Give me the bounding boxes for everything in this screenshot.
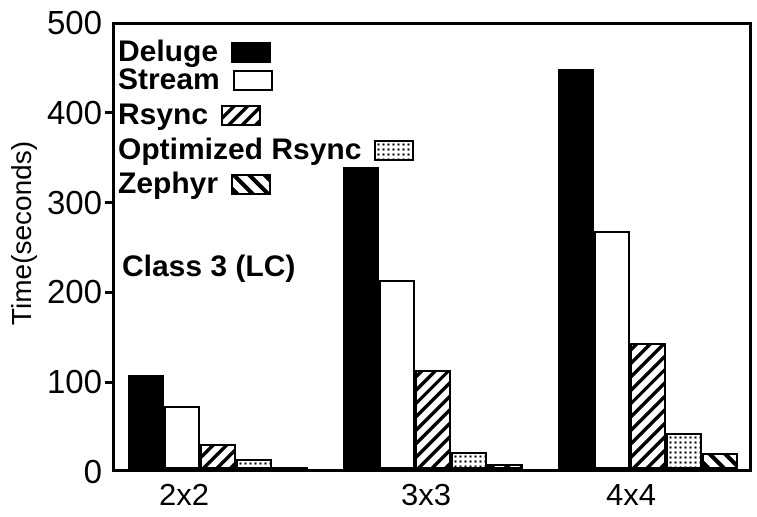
legend-item-stream: Stream <box>118 64 273 96</box>
bar-zephyr-3x3 <box>487 464 523 469</box>
legend-label-optimized-rsync: Optimized Rsync <box>118 133 362 166</box>
legend-label-zephyr: Zephyr <box>118 167 219 200</box>
y-tick-label-100: 100 <box>46 363 102 401</box>
legend-item-zephyr: Zephyr <box>118 167 272 200</box>
x-tick-label-4x4: 4x4 <box>606 477 656 512</box>
legend-label-deluge: Deluge <box>118 35 219 68</box>
bar-optimized-rsync-4x4 <box>666 433 702 469</box>
y-axis-title: Time(seconds) <box>6 140 37 326</box>
y-tick-label-0: 0 <box>83 453 102 490</box>
y-tick-label-300: 300 <box>46 183 102 221</box>
legend-swatch-stream <box>232 69 273 91</box>
legend-swatch-zephyr <box>231 173 272 195</box>
legend-swatch-optimized-rsync <box>374 139 415 161</box>
legend-item-rsync: Rsync <box>118 98 262 131</box>
legend-item-optimized-rsync: Optimized Rsync <box>118 133 415 166</box>
legend-label-rsync: Rsync <box>118 98 209 131</box>
y-tick-label-500: 500 <box>46 4 102 41</box>
bar-rsync-4x4 <box>630 343 666 469</box>
legend-swatch-deluge <box>231 41 272 63</box>
annotation-class-label: Class 3 (LC) <box>122 250 296 283</box>
plot-area <box>112 22 752 472</box>
bar-optimized-rsync-3x3 <box>451 452 487 469</box>
bar-stream-4x4 <box>594 231 630 469</box>
bar-optimized-rsync-2x2 <box>236 459 272 469</box>
bar-stream-2x2 <box>164 406 200 469</box>
bar-stream-3x3 <box>379 280 415 469</box>
x-tick-label-3x3: 3x3 <box>401 477 451 512</box>
legend-label-stream: Stream <box>118 63 220 96</box>
bar-zephyr-2x2 <box>272 467 308 469</box>
bar-deluge-4x4 <box>558 69 594 469</box>
bar-deluge-3x3 <box>343 167 379 469</box>
bar-zephyr-4x4 <box>702 453 738 469</box>
bar-rsync-2x2 <box>200 444 236 469</box>
bars-layer <box>115 25 749 469</box>
legend-item-deluge: Deluge <box>118 35 272 68</box>
bar-rsync-3x3 <box>415 370 451 469</box>
x-tick-label-2x2: 2x2 <box>159 477 209 512</box>
y-tick-label-200: 200 <box>46 273 102 311</box>
bar-deluge-2x2 <box>128 375 164 469</box>
legend-swatch-rsync <box>221 104 262 126</box>
y-tick-label-400: 400 <box>46 93 102 131</box>
